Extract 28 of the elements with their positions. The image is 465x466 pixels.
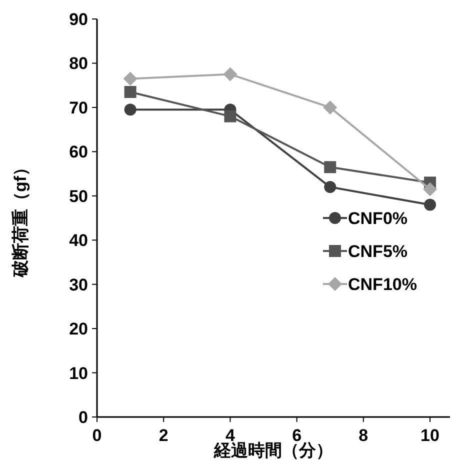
point [124, 86, 136, 98]
y-tick-label: 80 [69, 54, 88, 74]
y-tick-label: 60 [69, 142, 88, 162]
y-axis-title: 破断荷重（gf） [11, 158, 30, 278]
point [423, 182, 438, 196]
point [323, 100, 338, 114]
y-tick-label: 50 [69, 186, 88, 206]
x-tick-label: 0 [92, 426, 102, 445]
y-tick-label: 20 [69, 320, 88, 339]
point [424, 198, 436, 211]
x-tick-label: 2 [158, 426, 168, 445]
y-tick-label: 10 [69, 364, 88, 383]
point [224, 110, 236, 122]
legend-label: CNF10% [348, 275, 417, 294]
x-tick-label: 10 [420, 426, 440, 445]
point [324, 181, 336, 194]
point [123, 72, 138, 86]
y-tick-label: 0 [78, 408, 88, 427]
y-tick-label: 40 [69, 231, 88, 250]
point [223, 67, 238, 82]
y-tick-label: 30 [69, 275, 88, 294]
point [124, 104, 136, 116]
legend-label: CNF0% [348, 209, 408, 228]
point [324, 161, 336, 174]
y-tick-label: 70 [69, 98, 88, 118]
legend-label: CNF5% [348, 242, 408, 261]
y-tick-label: 90 [69, 10, 88, 29]
x-tick-label: 8 [358, 426, 368, 445]
